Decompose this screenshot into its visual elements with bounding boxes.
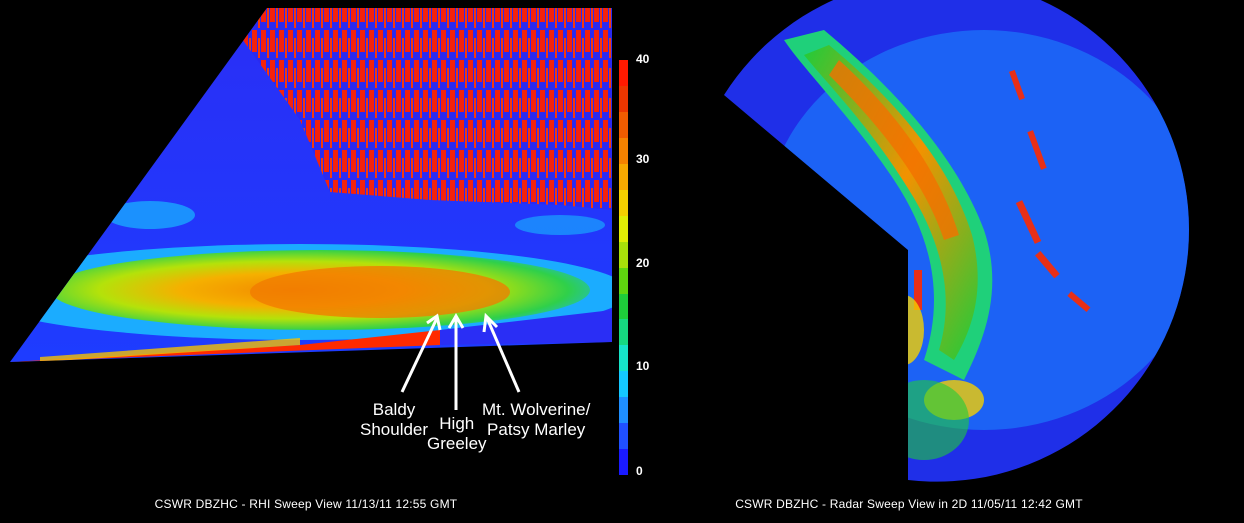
- annotation-line: Patsy Marley: [487, 420, 586, 439]
- ppi-caption: CSWR DBZHC - Radar Sweep View in 2D 11/0…: [735, 497, 1083, 511]
- rhi-caption: CSWR DBZHC - RHI Sweep View 11/13/11 12:…: [154, 497, 458, 511]
- colorbar-segment: [619, 60, 628, 86]
- colorbar-tick: 0: [636, 464, 643, 478]
- colorbar-segment: [619, 241, 628, 268]
- colorbar-segment: [619, 85, 628, 112]
- reflectivity-colorbar: [619, 60, 628, 476]
- colorbar-segment: [619, 397, 628, 424]
- colorbar-tick: 10: [636, 359, 650, 373]
- colorbar-segment: [619, 137, 628, 164]
- colorbar-segment: [619, 215, 628, 242]
- annotation-baldy-shoulder: Baldy Shoulder: [360, 400, 428, 440]
- ppi-sweep-image: [724, 0, 1189, 482]
- colorbar-tick: 20: [636, 256, 650, 270]
- colorbar-segment: [619, 163, 628, 190]
- colorbar-tick: 40: [636, 52, 650, 66]
- annotation-line: Greeley: [427, 434, 487, 453]
- colorbar-segment: [619, 293, 628, 320]
- colorbar-segment: [619, 111, 628, 138]
- annotation-line: Shoulder: [360, 420, 429, 439]
- colorbar-segment: [619, 345, 628, 372]
- colorbar-segment: [619, 371, 628, 398]
- colorbar-segment: [619, 423, 628, 450]
- colorbar-segment: [619, 189, 628, 216]
- colorbar-segment: [619, 319, 628, 346]
- colorbar-tick: 30: [636, 152, 650, 166]
- ppi-sweep-panel: CSWR DBZHC - Radar Sweep View in 2D 11/0…: [654, 0, 1244, 523]
- annotation-mt-wolverine: Mt. Wolverine/ Patsy Marley: [482, 400, 590, 440]
- colorbar-segment: [619, 449, 628, 476]
- colorbar-segment: [619, 267, 628, 294]
- rhi-sweep-image: [10, 8, 612, 410]
- annotation-line: Baldy: [372, 400, 416, 419]
- rhi-sweep-panel: Baldy Shoulder High Greeley Mt. Wolverin…: [0, 0, 612, 523]
- annotation-line: Mt. Wolverine/: [482, 400, 591, 419]
- annotation-line: High: [439, 414, 475, 433]
- annotation-high-greeley: High Greeley: [427, 414, 487, 454]
